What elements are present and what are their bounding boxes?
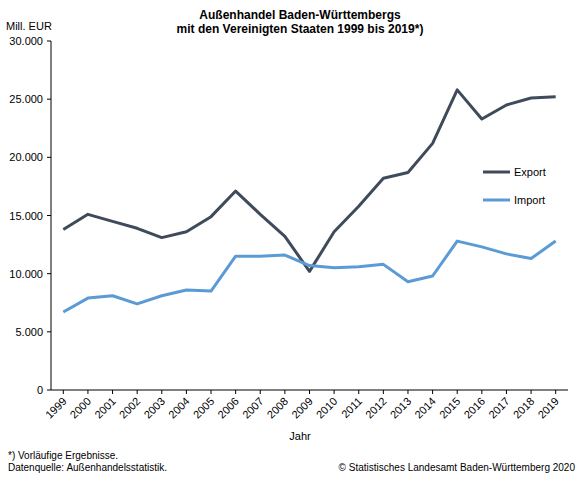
legend-label: Export xyxy=(514,166,546,178)
x-tick-label: 2010 xyxy=(314,395,340,421)
y-tick xyxy=(47,273,51,274)
x-axis-label: Jahr xyxy=(289,430,311,442)
x-tick-label: 2008 xyxy=(264,395,290,421)
x-tick-label: 2012 xyxy=(363,395,389,421)
x-tick-label: 2006 xyxy=(215,395,241,421)
x-tick-label: 1999 xyxy=(43,395,69,421)
x-tick xyxy=(555,390,556,394)
title: Außenhandel Baden-Württembergs xyxy=(199,8,401,22)
x-tick-label: 2002 xyxy=(117,395,143,421)
x-tick xyxy=(383,390,384,394)
x-tick xyxy=(260,390,261,394)
x-tick-label: 2000 xyxy=(68,395,94,421)
x-tick-label: 2019 xyxy=(535,395,561,421)
y-axis xyxy=(51,41,52,390)
y-tick-label: 15.000 xyxy=(9,210,43,222)
y-tick xyxy=(47,331,51,332)
legend-swatch xyxy=(483,199,510,202)
x-tick-label: 2018 xyxy=(511,395,537,421)
x-tick xyxy=(358,390,359,394)
x-tick xyxy=(235,390,236,394)
footnote: Datenquelle: Außenhandelsstatistik. xyxy=(8,462,167,473)
x-tick-label: 2003 xyxy=(141,395,167,421)
y-tick-label: 25.000 xyxy=(9,93,43,105)
x-tick-label: 2001 xyxy=(92,395,118,421)
x-tick xyxy=(407,390,408,394)
x-tick xyxy=(284,390,285,394)
y-tick-label: 0 xyxy=(37,384,43,396)
chart: Außenhandel Baden-Württembergsmit den Ve… xyxy=(0,0,581,483)
x-tick-label: 2016 xyxy=(461,395,487,421)
x-tick-label: 2015 xyxy=(437,395,463,421)
credit: © Statistisches Landesamt Baden-Württemb… xyxy=(339,462,576,473)
series-line xyxy=(63,241,555,312)
x-tick-label: 2013 xyxy=(388,395,414,421)
x-tick xyxy=(457,390,458,394)
y-tick-label: 5.000 xyxy=(15,326,43,338)
x-tick-label: 2007 xyxy=(240,395,266,421)
x-tick xyxy=(506,390,507,394)
y-axis-label: Mill. EUR xyxy=(6,20,52,32)
y-tick-label: 10.000 xyxy=(9,268,43,280)
y-tick xyxy=(47,390,51,391)
x-tick xyxy=(334,390,335,394)
footnote: *) Vorläufige Ergebnisse. xyxy=(8,450,118,461)
subtitle: mit den Vereinigten Staaten 1999 bis 201… xyxy=(177,22,424,36)
y-tick xyxy=(47,215,51,216)
x-tick-label: 2004 xyxy=(166,395,192,421)
x-tick xyxy=(211,390,212,394)
x-tick-label: 2009 xyxy=(289,395,315,421)
y-tick xyxy=(47,99,51,100)
y-tick-label: 20.000 xyxy=(9,151,43,163)
x-tick xyxy=(161,390,162,394)
x-tick xyxy=(87,390,88,394)
series-line xyxy=(63,90,555,271)
y-tick xyxy=(47,41,51,42)
x-tick xyxy=(137,390,138,394)
x-tick xyxy=(112,390,113,394)
x-tick xyxy=(186,390,187,394)
y-tick-label: 30.000 xyxy=(9,35,43,47)
x-tick xyxy=(63,390,64,394)
x-tick-label: 2005 xyxy=(191,395,217,421)
x-tick-label: 2014 xyxy=(412,395,438,421)
legend-label: Import xyxy=(514,194,545,206)
y-tick xyxy=(47,157,51,158)
plot-area xyxy=(63,90,555,312)
x-tick-label: 2017 xyxy=(486,395,512,421)
x-tick xyxy=(531,390,532,394)
x-tick xyxy=(432,390,433,394)
x-tick-label: 2011 xyxy=(339,395,364,420)
x-tick xyxy=(481,390,482,394)
legend-swatch xyxy=(483,171,510,174)
x-tick xyxy=(309,390,310,394)
